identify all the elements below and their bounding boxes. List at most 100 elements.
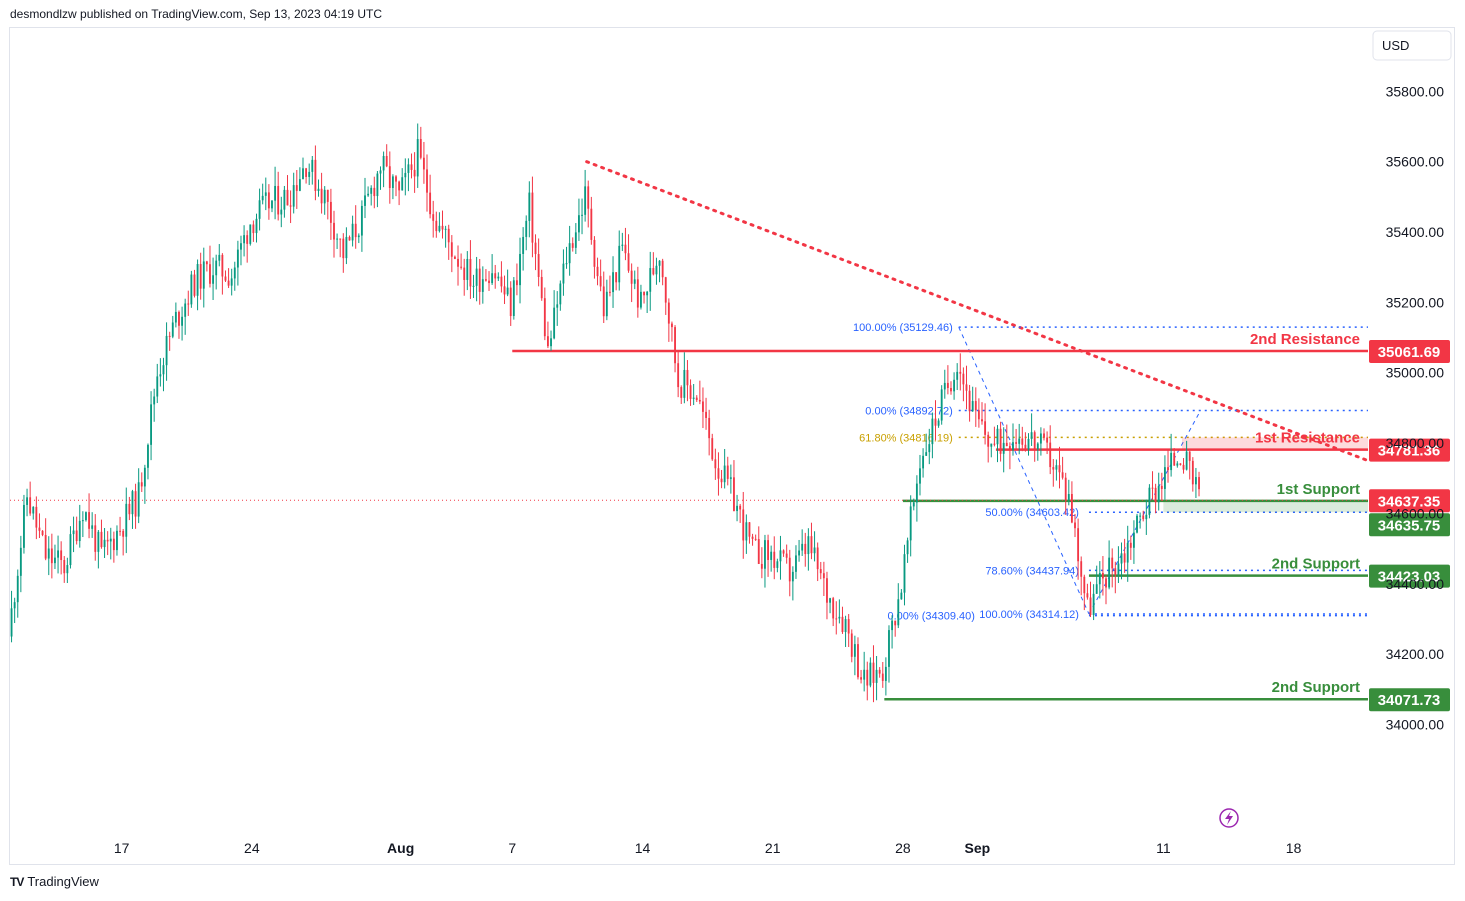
- candle: [937, 418, 940, 428]
- price-badge: [1369, 513, 1450, 537]
- candle: [931, 412, 934, 459]
- candle-body: [382, 155, 385, 171]
- candle: [227, 268, 230, 289]
- candle-body: [587, 186, 590, 209]
- candle-body: [236, 249, 239, 268]
- candle: [609, 275, 611, 297]
- candle-body: [491, 273, 494, 284]
- candle: [72, 516, 75, 553]
- candle: [770, 545, 773, 572]
- candle-body: [178, 311, 180, 326]
- candle-body: [460, 266, 463, 268]
- candle: [965, 365, 968, 410]
- lightning-bolt-icon[interactable]: [1219, 808, 1239, 828]
- candle: [509, 281, 512, 326]
- candle: [283, 185, 286, 218]
- candle: [683, 352, 686, 404]
- candle: [308, 163, 311, 186]
- candle-body: [215, 260, 218, 276]
- candle: [1033, 430, 1036, 462]
- candle-body: [122, 530, 125, 537]
- candle: [1083, 574, 1086, 611]
- candle-body: [171, 322, 174, 337]
- price-badge-text: 34781.36: [1378, 443, 1441, 460]
- candle-body: [233, 267, 236, 279]
- candle: [900, 589, 903, 600]
- candle: [723, 448, 726, 489]
- candle: [140, 472, 143, 492]
- candle: [782, 549, 785, 557]
- candle: [57, 535, 59, 574]
- y-tick-label: 34400.00: [1386, 576, 1445, 592]
- candle-body: [348, 236, 351, 241]
- candle-body: [671, 323, 673, 328]
- candle: [1148, 484, 1151, 519]
- candle-body: [745, 522, 748, 541]
- candle-body: [909, 506, 912, 541]
- candle-body: [1024, 444, 1027, 450]
- candle-body: [733, 477, 735, 512]
- candle: [181, 306, 184, 341]
- candle: [1129, 535, 1132, 560]
- candle-body: [308, 171, 311, 177]
- candle-body: [1095, 584, 1098, 594]
- candle-body: [1142, 515, 1145, 520]
- candle-body: [1129, 542, 1132, 548]
- candle-body: [962, 373, 965, 385]
- candle-body: [1145, 514, 1148, 520]
- candle-body: [205, 261, 208, 265]
- candle: [354, 205, 357, 249]
- level-label: 1st Support: [1277, 481, 1360, 498]
- candle: [943, 369, 946, 399]
- candle: [457, 245, 459, 286]
- trendline[interactable]: [585, 160, 1370, 463]
- trendline-layer: [585, 160, 1370, 463]
- current-price-badge: [1369, 489, 1450, 513]
- candle: [91, 512, 94, 538]
- candle-body: [165, 335, 168, 366]
- candle: [19, 535, 22, 593]
- candle-body: [181, 316, 184, 326]
- candle-body: [751, 536, 754, 539]
- candle-body: [674, 327, 676, 364]
- x-tick-label: Sep: [964, 840, 990, 856]
- candle: [934, 400, 937, 441]
- candle-body: [574, 232, 577, 248]
- candle-body: [826, 578, 828, 603]
- candle-body: [1039, 433, 1042, 444]
- candle: [1015, 428, 1018, 451]
- candle-body: [658, 260, 661, 266]
- candle-body: [75, 530, 78, 542]
- candle-body: [822, 573, 825, 579]
- candle: [255, 213, 258, 243]
- candle-body: [1027, 438, 1030, 450]
- candle-body: [872, 662, 875, 683]
- candle: [1089, 581, 1092, 618]
- candle-body: [488, 280, 490, 284]
- candle: [705, 397, 707, 430]
- x-tick-label: 17: [114, 840, 130, 856]
- candle: [729, 464, 732, 494]
- candle: [841, 606, 844, 634]
- chart-frame: [9, 27, 1455, 865]
- candle: [593, 236, 596, 279]
- currency-selector[interactable]: USD: [1372, 30, 1452, 61]
- candle: [624, 227, 627, 261]
- footer-brand[interactable]: TV TradingView: [10, 874, 99, 889]
- candle: [88, 493, 90, 539]
- candle-body: [156, 376, 159, 397]
- candle-body: [546, 336, 549, 347]
- candle: [633, 270, 636, 290]
- candle: [1002, 427, 1005, 473]
- candle-body: [853, 644, 856, 657]
- candle: [950, 381, 952, 395]
- candle-body: [680, 387, 683, 398]
- candle: [134, 483, 137, 529]
- candle: [500, 261, 503, 293]
- candle: [1120, 542, 1123, 580]
- candle: [494, 264, 497, 289]
- candle-body: [187, 303, 190, 305]
- candle-body: [1182, 464, 1185, 470]
- candle-body: [252, 224, 255, 234]
